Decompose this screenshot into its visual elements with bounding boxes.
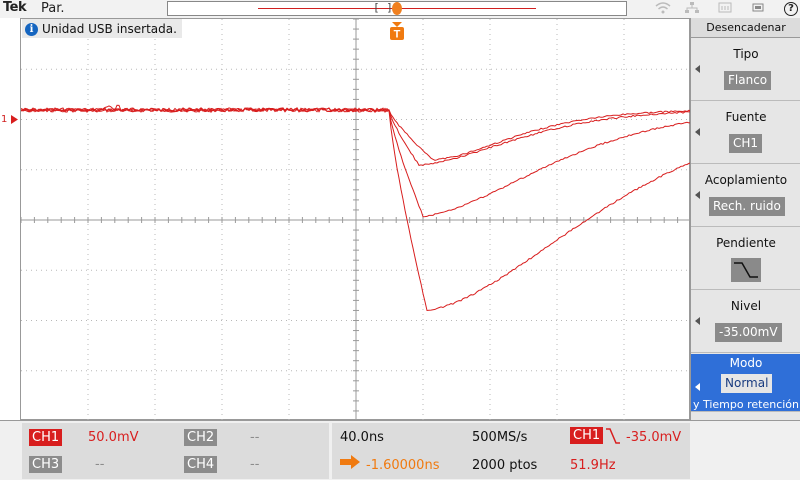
waveform-trace [21, 107, 691, 161]
network-icon [684, 1, 700, 18]
menu-item-label: Pendiente [716, 236, 776, 250]
menu-item-label: Tipo [733, 47, 759, 61]
info-icon: i [25, 22, 38, 36]
menu-item-value: Normal [721, 374, 773, 393]
falling-edge-icon [731, 258, 761, 282]
ch1-badge[interactable]: CH1 [29, 429, 63, 446]
menu-item-fuente[interactable]: Fuente CH1 [691, 102, 800, 164]
menu-item-label: Acoplamiento [704, 173, 788, 187]
menu-item-value: Rech. ruido [709, 197, 785, 216]
menu-arrow-icon [695, 65, 700, 73]
record-length: 2000 ptos [472, 458, 538, 473]
menu-item-label: Nivel [730, 299, 762, 313]
timebase-readouts: 40.0ns 500MS/s CH1 -35.0mV -1.60000ns 20… [332, 423, 690, 479]
menu-item-sublabel: y Tiempo retención [692, 398, 800, 411]
record-view-window: [ ] [373, 1, 393, 14]
record-position-bar[interactable]: [ ] [167, 1, 627, 16]
wifi-icon [655, 1, 671, 18]
falling-slope-icon [605, 427, 621, 449]
usb-notification: i Unidad USB insertada. [22, 19, 182, 38]
ch2-scale: -- [250, 430, 260, 445]
sample-rate: 500MS/s [472, 430, 528, 445]
menu-item-nivel[interactable]: Nivel -35.00mV [691, 291, 800, 353]
graticule [21, 19, 691, 421]
menu-arrow-icon [695, 383, 700, 391]
trigger-frequency: 51.9Hz [570, 458, 616, 473]
channel-readouts: CH1 50.0mV CH2 -- CH3 -- CH4 -- [22, 423, 329, 479]
brand-logo: Tek [3, 0, 27, 15]
menu-item-label: Fuente [725, 110, 767, 124]
ch1-ground-marker[interactable]: 1 [1, 114, 18, 125]
time-per-div[interactable]: 40.0ns [340, 430, 384, 445]
top-status-bar: Tek Par. [ ] ? [0, 0, 800, 18]
horizontal-position[interactable]: -1.60000ns [366, 458, 440, 473]
waveform-trace [21, 107, 691, 218]
menu-item-value: -35.00mV [715, 323, 782, 342]
ch1-scale: 50.0mV [88, 430, 139, 445]
horizontal-position-arrow-icon [340, 454, 362, 473]
menu-arrow-icon [695, 128, 700, 136]
menu-item-label: Modo [729, 356, 763, 370]
trigger-position-marker[interactable]: T [390, 22, 404, 41]
menu-arrow-icon [695, 191, 700, 199]
help-icon[interactable]: ? [784, 2, 798, 16]
menu-item-tipo[interactable]: Tipo Flanco [691, 39, 800, 101]
menu-item-value: CH1 [729, 134, 763, 153]
usb-icon [750, 1, 766, 18]
menu-item-acoplamiento[interactable]: Acoplamiento Rech. ruido [691, 165, 800, 227]
ch3-badge[interactable]: CH3 [29, 456, 63, 473]
trigger-marker-letter: T [394, 29, 401, 41]
bottom-status-bar: CH1 50.0mV CH2 -- CH3 -- CH4 -- 40.0ns 5… [0, 420, 800, 480]
lan-icon [717, 1, 733, 18]
menu-item-modo[interactable]: Modo Normal y Tiempo retención [691, 354, 800, 412]
record-trigger-indicator [392, 2, 402, 15]
ch4-badge[interactable]: CH4 [184, 456, 218, 473]
ch2-badge[interactable]: CH2 [184, 429, 218, 446]
notification-text: Unidad USB insertada. [42, 22, 177, 36]
menu-arrow-icon [695, 317, 700, 325]
ch1-marker-label: 1 [1, 114, 8, 125]
acquisition-state[interactable]: Par. [41, 1, 65, 16]
trigger-level: -35.0mV [626, 430, 682, 445]
ch3-scale: -- [95, 457, 105, 472]
waveform-display[interactable] [20, 18, 691, 421]
trigger-side-menu: Desencadenar Tipo Flanco Fuente CH1 Acop… [690, 18, 800, 420]
waveform-trace [21, 107, 691, 312]
menu-item-value: Flanco [724, 71, 772, 90]
ch4-scale: -- [250, 457, 260, 472]
trigger-readout[interactable]: CH1 [570, 427, 604, 444]
menu-item-pendiente[interactable]: Pendiente [691, 228, 800, 290]
trigger-source-badge: CH1 [570, 427, 604, 444]
menu-title: Desencadenar [691, 18, 800, 38]
